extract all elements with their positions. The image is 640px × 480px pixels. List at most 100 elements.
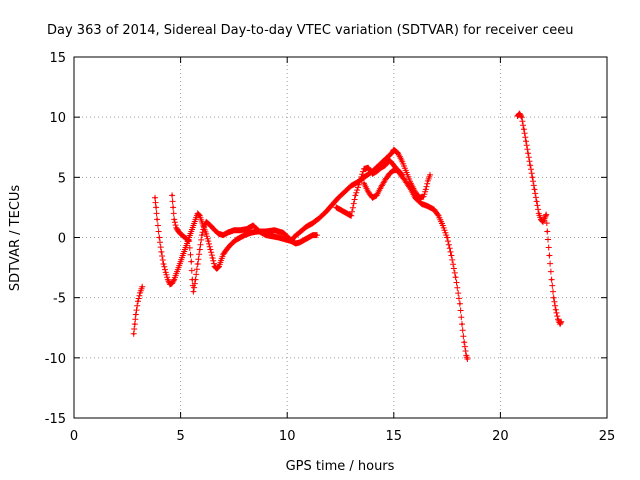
data-point xyxy=(211,256,214,260)
y-tick-label: 15 xyxy=(49,51,66,66)
data-point xyxy=(226,247,229,250)
data-point xyxy=(192,290,195,293)
data-point xyxy=(375,194,378,197)
data-point xyxy=(520,115,523,119)
data-point xyxy=(535,200,538,203)
data-point xyxy=(362,167,366,171)
data-point xyxy=(516,114,519,118)
data-point xyxy=(371,196,374,199)
data-point xyxy=(522,128,526,131)
data-point xyxy=(136,300,140,303)
data-point xyxy=(392,164,395,167)
data-point xyxy=(170,282,174,285)
data-point xyxy=(413,196,417,199)
data-point xyxy=(162,262,165,266)
data-point xyxy=(305,225,308,228)
data-point xyxy=(545,213,548,216)
data-point xyxy=(384,158,387,161)
grid-lines xyxy=(74,57,607,418)
data-point xyxy=(249,231,253,234)
data-point xyxy=(138,291,142,295)
y-tick-label: -10 xyxy=(45,352,66,367)
data-point xyxy=(158,236,161,239)
data-point xyxy=(362,182,366,185)
data-point xyxy=(213,265,216,268)
series-markers xyxy=(130,283,146,337)
data-point xyxy=(187,239,191,243)
data-point xyxy=(392,148,395,151)
data-point xyxy=(198,214,201,218)
data-point xyxy=(209,224,212,227)
data-point xyxy=(173,278,176,281)
y-tick-label: -15 xyxy=(45,412,66,427)
data-point xyxy=(190,260,193,263)
data-point xyxy=(234,238,238,242)
data-point xyxy=(349,184,353,187)
data-point xyxy=(367,190,370,193)
series-s2 xyxy=(152,194,320,288)
data-point xyxy=(349,214,353,218)
data-point xyxy=(196,262,199,266)
data-point xyxy=(219,259,223,262)
data-point xyxy=(426,205,430,208)
data-point xyxy=(155,218,159,221)
data-point xyxy=(292,236,295,239)
data-point xyxy=(343,190,346,193)
axis-ticks xyxy=(73,56,608,419)
data-point xyxy=(173,218,176,221)
data-point xyxy=(460,322,464,326)
tick-labels: 0 5 10 15 20 25 -15 -10 -5 0 5 10 15 xyxy=(45,51,616,444)
data-point xyxy=(171,206,175,209)
data-point xyxy=(215,267,219,270)
data-point xyxy=(518,112,521,115)
series-s5 xyxy=(361,167,406,201)
data-point xyxy=(420,202,423,206)
data-point xyxy=(537,212,540,215)
data-point xyxy=(298,241,302,244)
data-point xyxy=(533,188,536,191)
data-point xyxy=(271,235,274,238)
data-point xyxy=(377,164,381,167)
data-point xyxy=(543,215,547,219)
data-point xyxy=(207,239,210,243)
data-point xyxy=(526,152,530,155)
data-point xyxy=(179,232,182,236)
data-point xyxy=(390,152,393,155)
data-point xyxy=(303,238,306,242)
data-point xyxy=(134,313,138,316)
series-s6 xyxy=(514,110,565,328)
data-point xyxy=(296,232,300,236)
data-point xyxy=(183,236,187,239)
data-point xyxy=(170,194,174,197)
series-s4 xyxy=(333,157,471,362)
data-point xyxy=(239,236,242,239)
data-point xyxy=(166,278,170,281)
data-point xyxy=(441,224,445,227)
x-tick-label: 0 xyxy=(70,429,78,444)
data-point xyxy=(239,229,242,232)
data-point xyxy=(354,194,357,197)
data-point xyxy=(273,229,276,232)
data-point xyxy=(190,230,193,233)
data-point xyxy=(409,188,413,191)
data-point xyxy=(185,242,189,245)
data-point xyxy=(367,166,370,169)
data-point xyxy=(183,248,187,251)
data-point xyxy=(141,285,144,289)
data-point xyxy=(401,173,404,177)
data-point xyxy=(375,170,378,173)
data-point xyxy=(548,254,551,257)
data-point xyxy=(317,217,321,220)
data-point xyxy=(403,178,406,181)
data-point xyxy=(539,218,543,221)
data-point xyxy=(454,276,457,279)
y-axis-label: SDTVAR / TECUs xyxy=(8,185,23,292)
data-point xyxy=(160,250,163,254)
data-point xyxy=(133,322,136,326)
data-point xyxy=(552,296,555,299)
data-point xyxy=(358,180,361,184)
data-point xyxy=(531,176,534,179)
data-point xyxy=(251,224,255,227)
data-point xyxy=(232,229,236,232)
